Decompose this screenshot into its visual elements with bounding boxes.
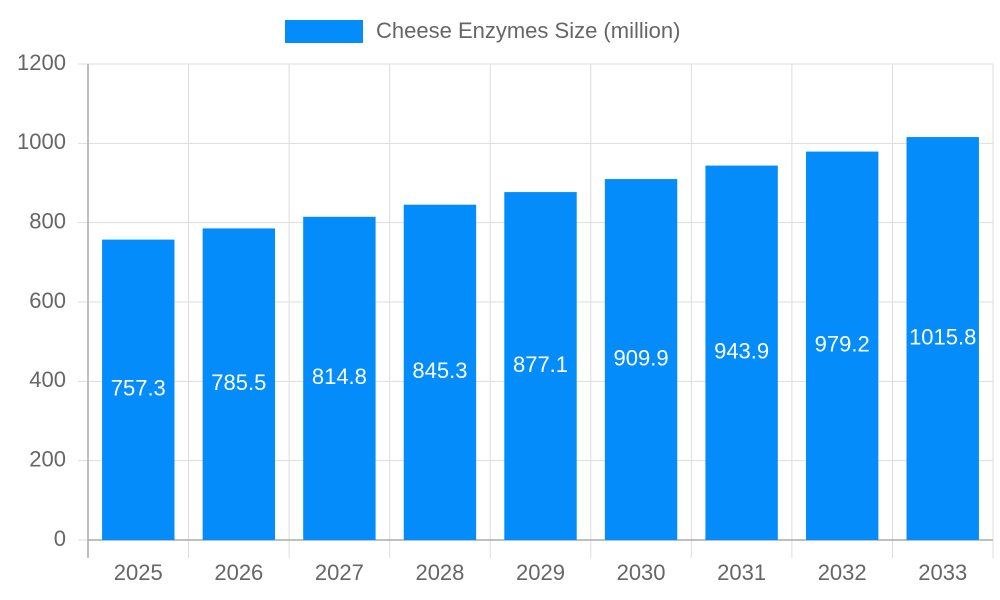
value-label: 845.3 bbox=[412, 358, 467, 383]
x-tick-label: 2025 bbox=[114, 560, 163, 585]
value-label: 877.1 bbox=[513, 352, 568, 377]
legend-label: Cheese Enzymes Size (million) bbox=[376, 18, 680, 43]
bar bbox=[102, 239, 175, 540]
value-label: 814.8 bbox=[312, 364, 367, 389]
bar bbox=[906, 137, 979, 541]
y-tick-label: 200 bbox=[29, 446, 66, 471]
bar bbox=[202, 228, 276, 540]
value-label: 757.3 bbox=[111, 376, 166, 401]
y-tick-label: 1000 bbox=[17, 129, 66, 154]
bar bbox=[403, 204, 477, 540]
bar bbox=[604, 179, 678, 540]
value-label: 909.9 bbox=[614, 345, 669, 370]
y-tick-label: 1200 bbox=[17, 50, 66, 75]
y-tick-label: 800 bbox=[29, 208, 66, 233]
y-tick-label: 0 bbox=[54, 526, 66, 551]
x-tick-label: 2032 bbox=[818, 560, 867, 585]
value-label: 943.9 bbox=[714, 339, 769, 364]
x-tick-label: 2031 bbox=[717, 560, 766, 585]
bar bbox=[504, 192, 577, 540]
value-label: 1015.8 bbox=[909, 324, 976, 349]
bar bbox=[303, 216, 376, 540]
bar bbox=[805, 151, 879, 541]
x-tick-label: 2033 bbox=[918, 560, 967, 585]
x-tick-label: 2026 bbox=[214, 560, 263, 585]
x-tick-label: 2029 bbox=[516, 560, 565, 585]
x-tick-label: 2028 bbox=[415, 560, 464, 585]
y-tick-label: 600 bbox=[29, 288, 66, 313]
legend-swatch bbox=[285, 20, 363, 43]
bar bbox=[705, 165, 778, 540]
value-label: 785.5 bbox=[211, 370, 266, 395]
x-tick-label: 2027 bbox=[315, 560, 364, 585]
value-label: 979.2 bbox=[815, 332, 870, 357]
y-tick-label: 400 bbox=[29, 367, 66, 392]
x-tick-label: 2030 bbox=[617, 560, 666, 585]
